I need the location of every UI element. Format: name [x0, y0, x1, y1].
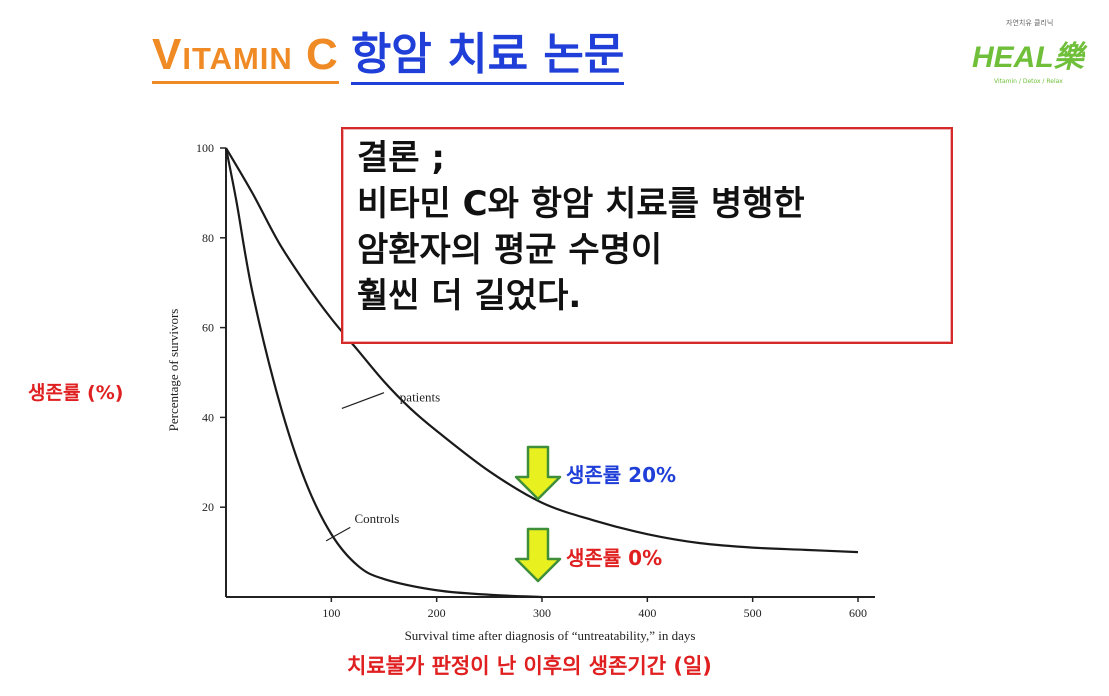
heal-logo: 자연치유 클리닉 HEAL樂 Vitamin / Detox / Relax [968, 18, 1084, 92]
chart-arrows [514, 445, 562, 583]
y-tick-label-20: 20 [202, 500, 214, 514]
logo-tagline: 자연치유 클리닉 [1006, 19, 1054, 27]
y-tick-label-60: 60 [202, 321, 214, 335]
y-axis-label-korean: 생존률 (%) [28, 382, 124, 404]
series-label-patients: patients [400, 390, 440, 405]
y-tick-label-80: 80 [202, 231, 214, 245]
slide-title: Vitamin C 항암 치료 논문 [152, 18, 625, 85]
conclusion-line-1: 결론 ; [357, 138, 445, 178]
y-axis-label: Percentage of survivors [166, 309, 181, 432]
y-tick-label-100: 100 [196, 141, 214, 155]
logo-subtitle: Vitamin / Detox / Relax [994, 78, 1063, 85]
annotation-survival-20: 생존률 20% [566, 463, 677, 487]
logo-text: HEAL樂 [972, 41, 1084, 74]
title-english: Vitamin C [152, 30, 339, 84]
series-label-controls: Controls [355, 511, 400, 526]
x-axis-label-korean: 치료불가 판정이 난 이후의 생존기간 (일) [347, 654, 712, 678]
x-tick-label-400: 400 [638, 606, 656, 620]
leader-patients [341, 392, 385, 409]
arrow-down-survival-20 [514, 445, 562, 501]
conclusion-line-2: 비타민 C와 항암 치료를 병행한 [357, 184, 805, 224]
conclusion-line-4: 훨씬 더 길었다. [357, 276, 582, 316]
x-tick-label-600: 600 [849, 606, 867, 620]
conclusion-box: 결론 ; 비타민 C와 항암 치료를 병행한 암환자의 평균 수명이 훨씬 더 … [341, 127, 953, 344]
x-axis-label: Survival time after diagnosis of “untrea… [405, 628, 696, 643]
x-tick-label-300: 300 [533, 606, 551, 620]
leader-controls [325, 526, 351, 542]
series-line-controls [224, 147, 543, 599]
chart-lines [224, 147, 859, 599]
x-tick-label-200: 200 [428, 606, 446, 620]
conclusion-line-3: 암환자의 평균 수명이 [357, 230, 663, 270]
chart-labels: 20 40 60 80 100 100 200 300 400 500 600 Survival ti… [166, 141, 867, 643]
annotation-survival-0: 생존률 0% [566, 546, 663, 570]
x-tick-label-100: 100 [322, 606, 340, 620]
chart-axes [220, 147, 875, 602]
title-korean: 항암 치료 논문 [350, 29, 625, 85]
y-tick-label-40: 40 [202, 410, 214, 424]
series-line-patients [225, 147, 859, 554]
arrow-down-survival-0 [514, 527, 562, 583]
x-tick-label-500: 500 [744, 606, 762, 620]
